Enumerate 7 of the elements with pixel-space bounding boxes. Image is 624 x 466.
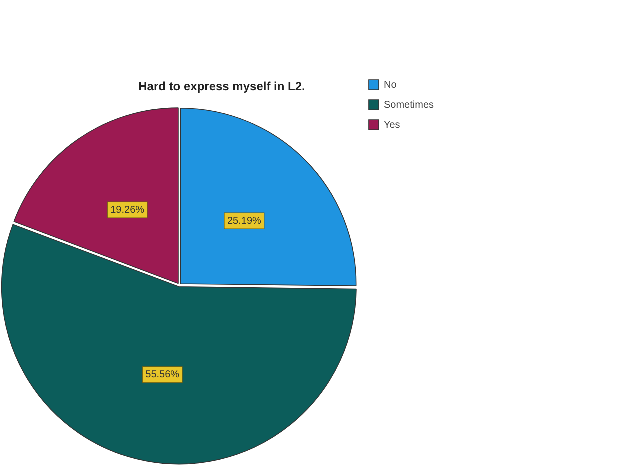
legend-label: Sometimes (384, 100, 434, 111)
data-label: 19.26% (110, 204, 145, 216)
chart-title: Hard to express myself in L2. (138, 80, 306, 94)
legend-label: No (384, 80, 398, 91)
data-label: 25.19% (227, 216, 262, 227)
data-label: 55.56% (146, 370, 180, 381)
legend-label: Yes (384, 120, 400, 131)
